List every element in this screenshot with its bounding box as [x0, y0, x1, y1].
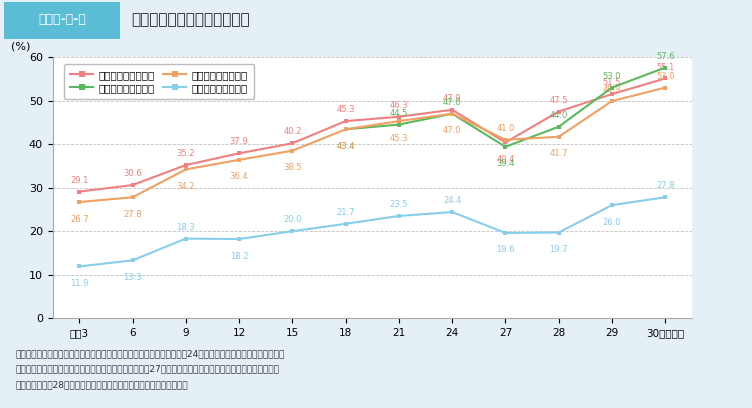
Text: 30.6: 30.6: [123, 169, 142, 178]
Text: 45.3: 45.3: [390, 133, 408, 142]
Text: 45.3: 45.3: [336, 105, 355, 114]
Text: 47.0: 47.0: [443, 126, 462, 135]
Text: 44.5: 44.5: [390, 109, 408, 118]
Text: 44.0: 44.0: [550, 111, 568, 120]
Text: 51.5: 51.5: [603, 78, 621, 87]
Text: ンピック・パラリンピックに関する世論調査（平成27年度）」、「スポーツの実施状況等に関する世論: ンピック・パラリンピックに関する世論調査（平成27年度）」、「スポーツの実施状況…: [15, 364, 279, 373]
Text: （出典）内閣府・文部科学省「体力・スポーツに関する世論調査（平成24年度まで）」及び内閣府「東京オリ: （出典）内閣府・文部科学省「体力・スポーツに関する世論調査（平成24年度まで）」…: [15, 349, 284, 358]
Text: 53.0: 53.0: [656, 72, 675, 81]
Text: 39.4: 39.4: [496, 159, 514, 168]
Text: 36.4: 36.4: [230, 172, 248, 181]
Text: 調査（平成28年度から）」を基に文部科学省（スポーツ庁）作成: 調査（平成28年度から）」を基に文部科学省（スポーツ庁）作成: [15, 380, 188, 389]
Text: 55.1: 55.1: [656, 62, 675, 71]
Text: 20.0: 20.0: [284, 215, 302, 224]
Text: 40.2: 40.2: [284, 127, 302, 136]
Text: 26.7: 26.7: [70, 215, 89, 224]
Text: 47.0: 47.0: [443, 98, 462, 107]
Legend: 週１日以上（全体）, 週１日以上（男性）, 週１日以上（女性）, 週３日以上（全体）: 週１日以上（全体）, 週１日以上（男性）, 週１日以上（女性）, 週３日以上（全…: [64, 64, 254, 99]
Text: 18.3: 18.3: [177, 223, 195, 232]
Text: 46.3: 46.3: [390, 101, 408, 110]
Text: 49.9: 49.9: [603, 85, 621, 94]
Text: 27.8: 27.8: [656, 181, 675, 190]
Text: 40.4: 40.4: [496, 155, 514, 164]
Text: 38.5: 38.5: [283, 163, 302, 172]
Text: 47.9: 47.9: [443, 94, 462, 103]
Text: 35.2: 35.2: [177, 149, 195, 158]
Text: 23.5: 23.5: [390, 200, 408, 209]
Bar: [4, 2, 120, 39]
Text: 19.7: 19.7: [550, 245, 568, 254]
Text: 37.9: 37.9: [230, 137, 248, 146]
Text: 21.7: 21.7: [336, 208, 355, 217]
Text: 24.4: 24.4: [443, 196, 461, 205]
Text: 41.7: 41.7: [550, 149, 568, 158]
Text: 27.8: 27.8: [123, 210, 142, 219]
Text: 43.4: 43.4: [336, 142, 355, 151]
Text: 34.2: 34.2: [177, 182, 195, 191]
Text: 図表２-８-３: 図表２-８-３: [38, 13, 86, 26]
Text: (%): (%): [11, 42, 31, 52]
Text: 29.1: 29.1: [70, 176, 89, 185]
Text: 57.6: 57.6: [656, 52, 675, 61]
Text: 19.6: 19.6: [496, 246, 514, 255]
Text: 41.0: 41.0: [496, 124, 514, 133]
Text: 47.5: 47.5: [550, 95, 568, 104]
Text: 13.3: 13.3: [123, 273, 142, 282]
Text: 成人のスポーツ実施率の推移: 成人のスポーツ実施率の推移: [132, 12, 250, 27]
Text: 43.4: 43.4: [336, 142, 355, 151]
Text: 18.2: 18.2: [230, 252, 248, 261]
Text: 11.9: 11.9: [70, 279, 89, 288]
Text: 26.0: 26.0: [602, 217, 621, 226]
Text: 53.0: 53.0: [602, 72, 621, 81]
